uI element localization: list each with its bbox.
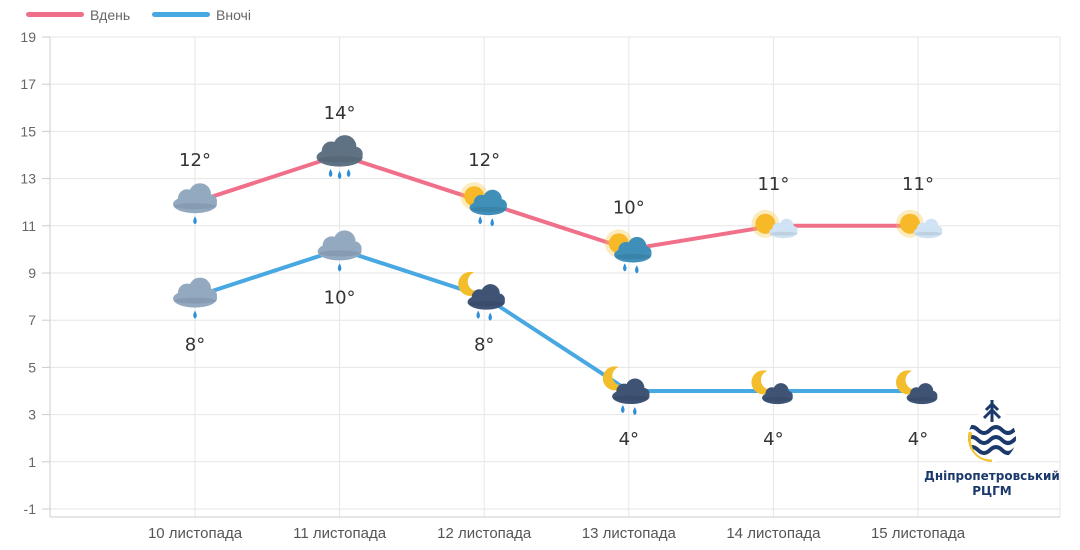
day-series-line	[194, 153, 918, 252]
y-tick-label: 5	[28, 359, 36, 375]
y-tick-label: -1	[24, 501, 37, 517]
sun-cloud-icon	[896, 209, 943, 239]
legend-swatch	[152, 12, 210, 17]
night-temp-label: 8°	[474, 335, 494, 356]
moon-cloud-icon	[751, 370, 793, 405]
moon-cloud-rain-icon	[458, 271, 505, 321]
cloud-rain-icon	[173, 277, 217, 319]
chart-grid	[50, 36, 1060, 517]
y-tick-label: 1	[28, 454, 36, 470]
moon-cloud-icon	[896, 370, 938, 405]
legend-swatch	[26, 12, 84, 17]
y-tick-label: 15	[20, 123, 36, 139]
night-temp-label: 4°	[763, 429, 783, 450]
moon-cloud-rain-icon	[602, 366, 650, 415]
y-tick-label: 17	[20, 76, 36, 92]
y-tick-label: 9	[28, 265, 36, 281]
x-tick-label: 12 листопада	[437, 525, 532, 542]
weather-icons	[173, 135, 943, 415]
brand-logo-drop-icon	[968, 394, 1016, 462]
brand-block: Дніпропетровський РЦГМ	[912, 392, 1072, 499]
night-temp-label: 10°	[324, 287, 356, 308]
y-tick-label: 13	[20, 171, 36, 187]
sun-cloud-rain-icon	[604, 229, 652, 274]
night-temp-label: 4°	[619, 429, 639, 450]
cloud-heavy-rain-icon	[316, 135, 363, 179]
sun-cloud-icon	[751, 209, 798, 239]
x-tick-label: 13 листопада	[582, 525, 677, 542]
day-temp-label: 10°	[613, 197, 645, 218]
cloud-rain-icon	[317, 230, 362, 272]
x-tick-label: 15 листопада	[871, 525, 966, 542]
brand-name-line1: Дніпропетровський	[924, 469, 1060, 483]
x-tick-label: 10 листопада	[148, 525, 243, 542]
y-tick-label: 19	[20, 29, 36, 45]
cloud-rain-icon	[173, 183, 217, 225]
day-temp-label: 11°	[757, 174, 789, 195]
sun-cloud-rain-icon	[460, 182, 507, 227]
night-series-line	[194, 247, 918, 393]
night-temp-label: 4°	[908, 429, 928, 450]
day-temp-label: 12°	[179, 150, 211, 171]
chart-legend[interactable]: Вдень Вночі	[26, 7, 251, 23]
y-tick-label: 3	[28, 407, 36, 423]
legend-label: Вночі	[216, 7, 251, 23]
brand-name-line2: РЦГМ	[972, 484, 1012, 498]
data-labels: 12° 14° 12° 10° 11° 11° 8° 10° 8° 4° 4° 4°	[179, 103, 934, 450]
day-temp-label: 12°	[468, 150, 500, 171]
y-tick-label: 7	[28, 312, 36, 328]
night-temp-label: 8°	[185, 335, 205, 356]
x-tick-label: 11 листопада	[293, 525, 387, 542]
y-tick-label: 11	[21, 218, 36, 234]
chart-lines	[194, 153, 918, 393]
legend-item-night[interactable]: Вночі	[152, 7, 251, 23]
day-temp-label: 14°	[324, 103, 356, 124]
legend-label: Вдень	[90, 7, 130, 23]
legend-item-day[interactable]: Вдень	[26, 7, 130, 23]
day-temp-label: 11°	[902, 174, 934, 195]
x-tick-label: 14 листопада	[726, 525, 821, 542]
